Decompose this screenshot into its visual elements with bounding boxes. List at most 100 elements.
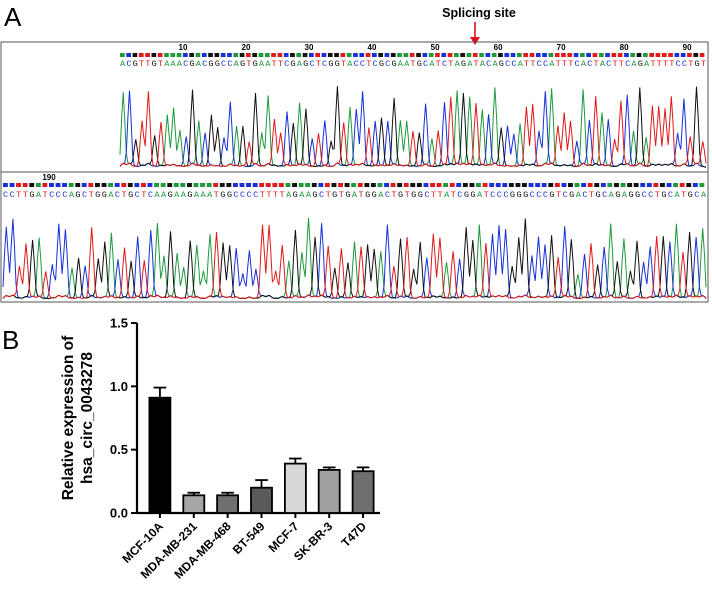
base-quality-block xyxy=(68,183,74,187)
base-quality-block xyxy=(134,183,140,187)
base-quality-block xyxy=(510,53,516,57)
bar-chart: 0.0 0.5 1.0 1.5 Relative expression of hsa_ci… xyxy=(60,316,380,581)
base-quality-block xyxy=(378,53,383,57)
base-quality-block xyxy=(138,53,144,57)
base-quality-block xyxy=(208,53,213,57)
base-quality-block xyxy=(699,183,705,187)
base-quality-block xyxy=(574,183,580,187)
ruler-number: 60 xyxy=(494,43,503,52)
base-quality-block xyxy=(331,183,337,187)
base-quality-block xyxy=(259,183,265,187)
base-quality-block xyxy=(422,53,428,57)
base-quality-block xyxy=(239,53,245,57)
base-quality-block xyxy=(517,53,522,57)
base-quality-block xyxy=(283,53,289,57)
base-quality-block xyxy=(611,53,617,57)
base-quality-block xyxy=(108,183,113,187)
base-quality-block xyxy=(42,183,48,187)
base-quality-block xyxy=(370,183,376,187)
base-quality-block xyxy=(542,53,547,57)
base-quality-block xyxy=(187,183,192,187)
x-tick-label: BT-549 xyxy=(230,519,268,557)
base-quality-block xyxy=(679,183,685,187)
bar-mda-mb-231 xyxy=(182,494,206,514)
base-quality-block xyxy=(449,183,455,187)
base-quality-block xyxy=(344,183,350,187)
base-quality-block xyxy=(271,53,276,57)
base-quality-block xyxy=(633,183,639,187)
base-quality-block xyxy=(454,53,459,57)
base-quality-block xyxy=(646,183,652,187)
splicing-site-arrow-head xyxy=(470,37,480,45)
base-quality-block xyxy=(561,53,566,57)
base-quality-block xyxy=(9,183,15,187)
base-quality-block xyxy=(258,53,264,57)
base-quality-block xyxy=(660,183,665,187)
base-quality-block xyxy=(365,53,371,57)
base-quality-block xyxy=(515,183,521,187)
base-quality-block xyxy=(81,183,87,187)
base-quality-block xyxy=(561,183,567,187)
base-quality-block xyxy=(252,183,258,187)
base-quality-block xyxy=(435,53,440,57)
base-quality-block xyxy=(502,183,508,187)
trace-T xyxy=(119,91,707,168)
base-quality-block xyxy=(214,53,220,57)
base-quality-block xyxy=(581,183,587,187)
base-quality-block xyxy=(661,53,667,57)
base-quality-block xyxy=(318,183,324,187)
base-quality-block xyxy=(686,183,692,187)
base-quality-block xyxy=(620,183,626,187)
base-quality-block xyxy=(554,183,560,187)
ruler-number: 30 xyxy=(305,43,314,52)
base-quality-block xyxy=(573,53,579,57)
base-quality-block xyxy=(246,183,251,187)
bar-sk-br-3 xyxy=(317,468,341,514)
base-quality-block xyxy=(460,53,465,57)
base-quality-block xyxy=(482,183,488,187)
base-quality-block xyxy=(674,53,680,57)
base-quality-block xyxy=(504,53,510,57)
base-quality-block xyxy=(173,183,179,187)
base-quality-block xyxy=(296,53,302,57)
base-quality-block xyxy=(157,53,163,57)
base-quality-block xyxy=(226,183,232,187)
base-quality-block xyxy=(189,53,194,57)
y-tick-label: 1.0 xyxy=(110,379,128,394)
base-quality-block xyxy=(55,183,61,187)
base-quality-block xyxy=(151,53,157,57)
base-quality-block xyxy=(75,183,81,187)
base-quality-block xyxy=(324,183,330,187)
base-quality-block xyxy=(290,53,295,57)
base-quality-block xyxy=(114,183,120,187)
y-axis-title: Relative expression of hsa_circ_0043278 xyxy=(60,335,96,500)
base-quality-block xyxy=(357,183,363,187)
base-quality-block xyxy=(469,183,475,187)
base-quality-block xyxy=(126,53,131,57)
base-quality-block xyxy=(29,183,35,187)
base-quality-block xyxy=(233,53,239,57)
base-quality-block xyxy=(377,183,383,187)
base-quality-block xyxy=(154,183,159,187)
base-quality-block xyxy=(403,183,409,187)
base-quality-block xyxy=(436,183,442,187)
base-quality-block xyxy=(176,53,182,57)
base-quality-block xyxy=(35,183,41,187)
base-quality-block xyxy=(489,183,495,187)
base-quality-block xyxy=(164,53,169,57)
panel-b-label: B xyxy=(2,325,19,355)
base-quality-block xyxy=(568,183,573,187)
base-quality-block xyxy=(643,53,648,57)
base-quality-block xyxy=(472,53,478,57)
ruler-number: 20 xyxy=(242,43,251,52)
base-quality-block xyxy=(120,53,125,57)
base-quality-block xyxy=(430,183,435,187)
base-quality-block xyxy=(548,183,554,187)
base-quality-block xyxy=(441,53,447,57)
base-quality-block xyxy=(653,183,659,187)
base-quality-block xyxy=(353,53,358,57)
base-quality-block xyxy=(624,53,629,57)
base-quality-block xyxy=(636,53,642,57)
base-quality-block xyxy=(359,53,365,57)
y-tick-label: 0.0 xyxy=(110,506,128,521)
